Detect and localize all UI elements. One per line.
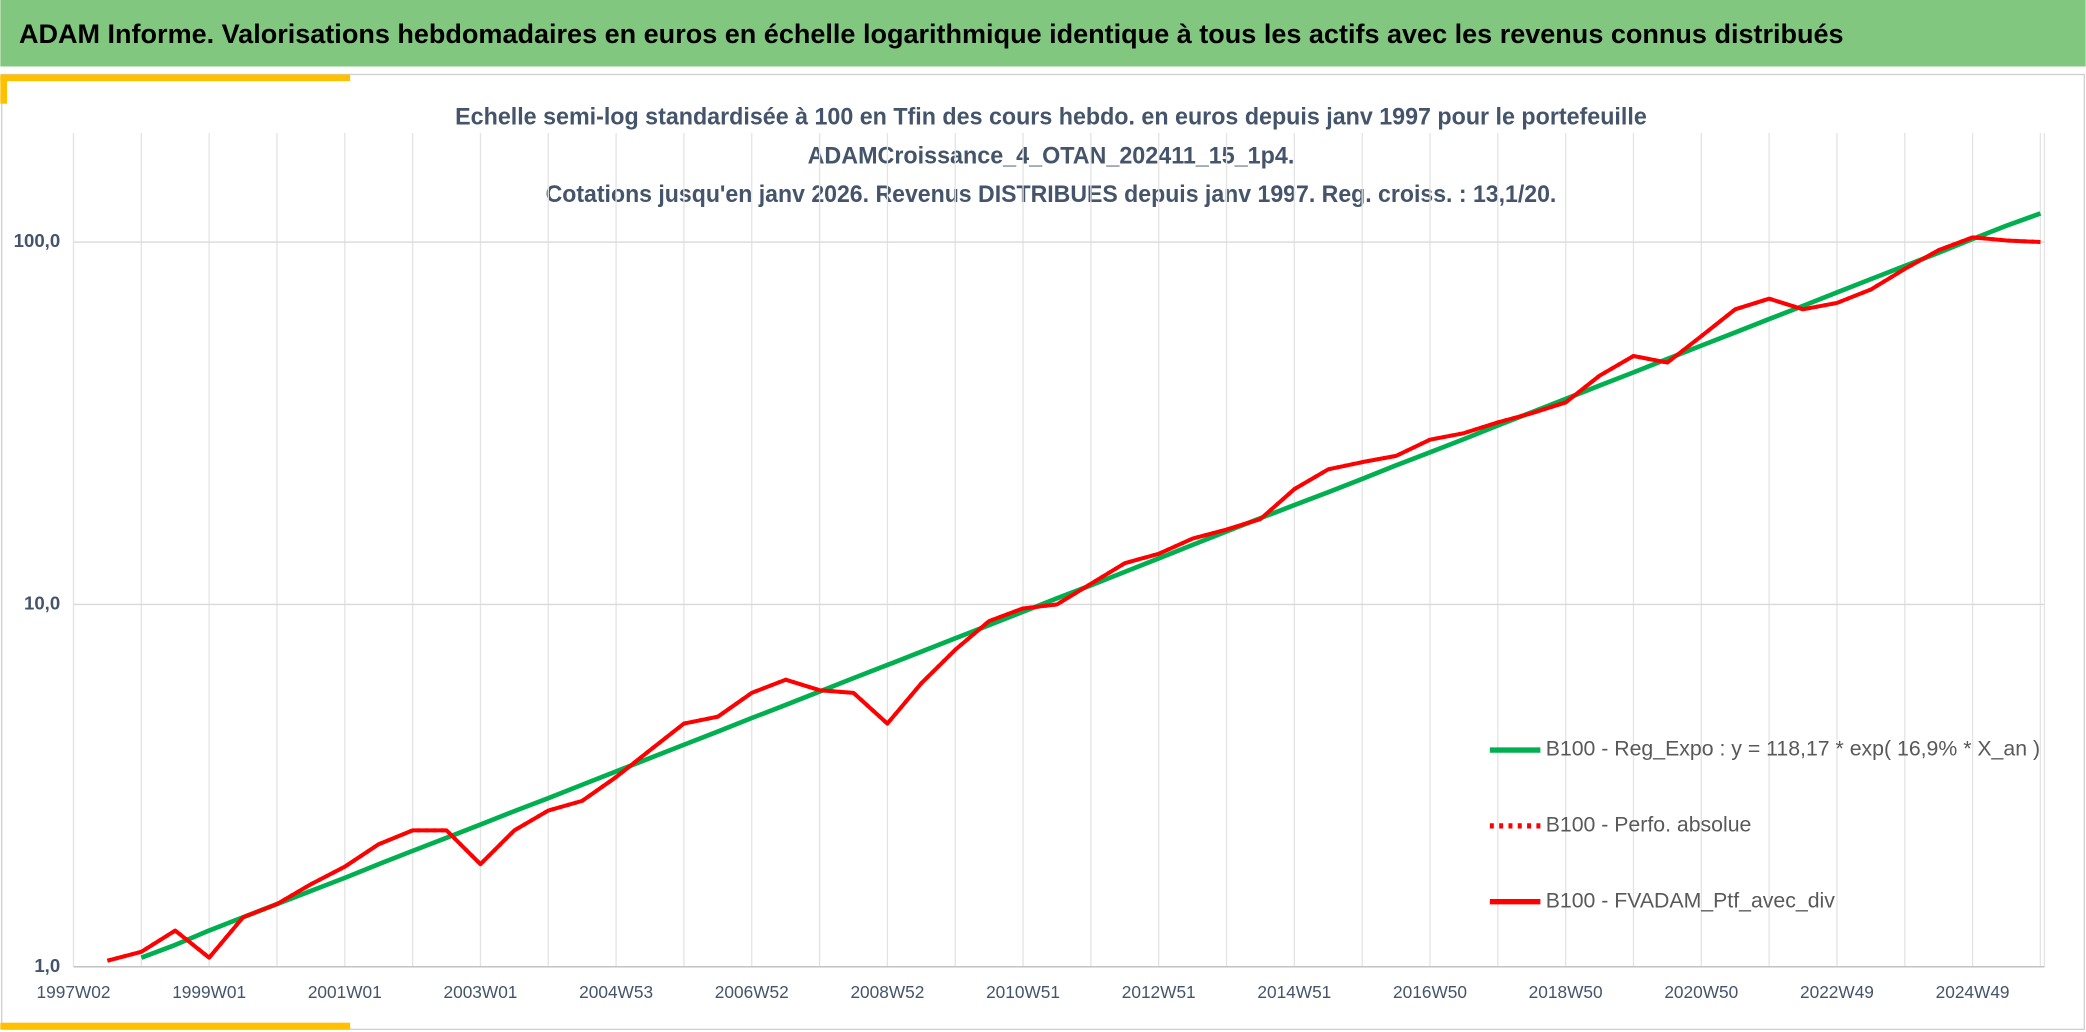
x-tick-label: 1997W02 bbox=[37, 982, 111, 1002]
series-line bbox=[106, 235, 2041, 963]
legend-label: B100 - Reg_Expo : y = 118,17 * exp( 16,9… bbox=[1546, 737, 2040, 761]
x-tick-label: 2022W49 bbox=[1800, 982, 1874, 1002]
legend-label: B100 - FVADAM_Ptf_avec_div bbox=[1546, 888, 1836, 912]
x-tick-label: 2016W50 bbox=[1393, 982, 1467, 1002]
x-tick-label: 2024W49 bbox=[1936, 982, 2010, 1002]
corner-accent bbox=[0, 1022, 351, 1030]
x-tick-label: 2012W51 bbox=[1122, 982, 1196, 1002]
chart-title: ADAMCroissance_4_OTAN_202411_15_1p4. bbox=[808, 142, 1295, 169]
y-tick-label: 10,0 bbox=[24, 592, 60, 613]
x-tick-label: 2018W50 bbox=[1529, 982, 1603, 1002]
header-title: ADAM Informe. Valorisations hebdomadaire… bbox=[19, 19, 1844, 49]
series-line bbox=[106, 235, 2041, 963]
plot-area bbox=[106, 211, 2042, 963]
chart-title: Cotations jusqu'en janv 2026. Revenus DI… bbox=[546, 181, 1557, 208]
x-tick-label: 2010W51 bbox=[986, 982, 1060, 1002]
corner-accent bbox=[0, 74, 8, 104]
x-tick-label: 2014W51 bbox=[1257, 982, 1331, 1002]
chart-frame bbox=[1, 73, 2085, 1031]
y-tick-label: 1,0 bbox=[34, 955, 60, 976]
x-tick-label: 2008W52 bbox=[850, 982, 924, 1002]
legend-label: B100 - Perfo. absolue bbox=[1546, 812, 1752, 836]
y-tick-label: 100,0 bbox=[14, 230, 61, 251]
header-bar bbox=[0, 0, 2086, 67]
corner-accent bbox=[0, 74, 351, 82]
x-tick-label: 2006W52 bbox=[715, 982, 789, 1002]
x-tick-label: 2001W01 bbox=[308, 982, 382, 1002]
x-tick-label: 2020W50 bbox=[1664, 982, 1738, 1002]
x-tick-label: 2003W01 bbox=[443, 982, 517, 1002]
chart-title: Echelle semi-log standardisée à 100 en T… bbox=[455, 104, 1647, 131]
x-tick-label: 2004W53 bbox=[579, 982, 653, 1002]
x-tick-label: 1999W01 bbox=[172, 982, 246, 1002]
